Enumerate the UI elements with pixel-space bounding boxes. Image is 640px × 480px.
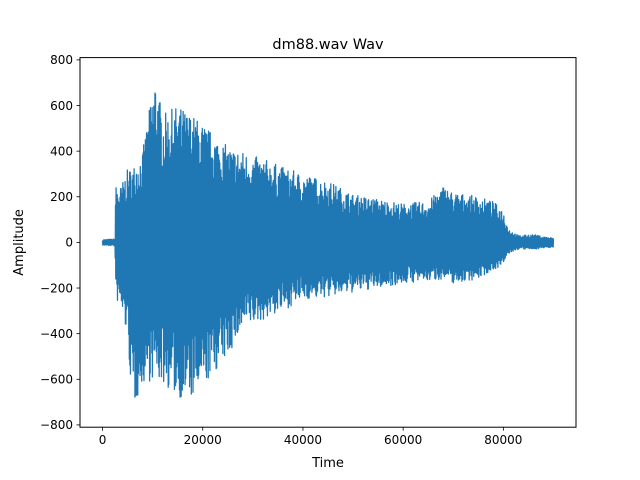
y-tick-label: −600 [40,373,73,387]
x-axis-label: Time [311,456,344,471]
y-tick-label: 400 [50,144,73,158]
y-tick-label: 800 [50,53,73,67]
y-tick-label: 600 [50,99,73,113]
waveform-line [101,92,555,398]
x-tick-label: 40000 [284,433,322,447]
chart-title: dm88.wav Wav [272,37,384,53]
y-tick-label: 200 [50,190,73,204]
y-axis: −800 −600 −400 −200 0 200 400 600 800 [40,53,80,432]
x-tick-label: 20000 [184,433,222,447]
x-axis: 0 20000 40000 60000 80000 [99,427,522,447]
y-tick-label: 0 [65,236,73,250]
waveform-series [101,92,555,398]
x-tick-label: 60000 [384,433,422,447]
y-tick-label: −800 [40,418,73,432]
y-tick-label: −200 [40,281,73,295]
y-axis-label: Amplitude [12,209,27,276]
x-tick-label: 0 [99,433,107,447]
y-tick-label: −400 [40,327,73,341]
x-tick-label: 80000 [484,433,522,447]
plot-area [79,57,577,428]
